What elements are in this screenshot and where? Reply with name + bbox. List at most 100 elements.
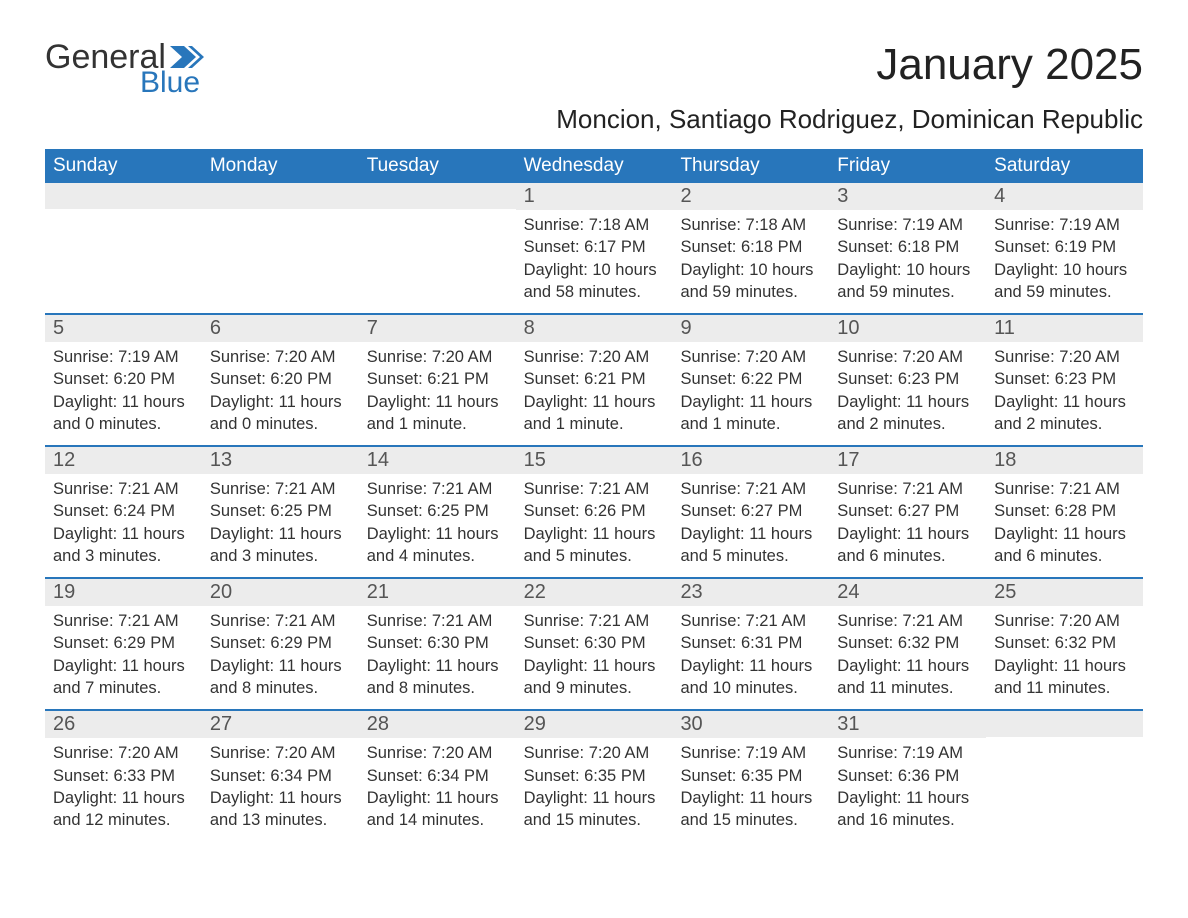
sunrise-text: Sunrise: 7:20 AM (524, 742, 665, 764)
day-number: 25 (986, 579, 1143, 606)
week-row: 19Sunrise: 7:21 AMSunset: 6:29 PMDayligh… (45, 577, 1143, 709)
day-cell: 4Sunrise: 7:19 AMSunset: 6:19 PMDaylight… (986, 183, 1143, 313)
sunset-text: Sunset: 6:27 PM (680, 500, 821, 522)
day-number: 12 (45, 447, 202, 474)
sunrise-text: Sunrise: 7:20 AM (210, 742, 351, 764)
sunset-text: Sunset: 6:29 PM (53, 632, 194, 654)
sunset-text: Sunset: 6:33 PM (53, 765, 194, 787)
sunset-text: Sunset: 6:25 PM (367, 500, 508, 522)
sunset-text: Sunset: 6:22 PM (680, 368, 821, 390)
day-cell: 31Sunrise: 7:19 AMSunset: 6:36 PMDayligh… (829, 711, 986, 841)
day-body: Sunrise: 7:20 AMSunset: 6:20 PMDaylight:… (202, 342, 359, 445)
day-body: Sunrise: 7:21 AMSunset: 6:30 PMDaylight:… (359, 606, 516, 709)
daylight-text: Daylight: 11 hours and 4 minutes. (367, 523, 508, 568)
weeks-container: 1Sunrise: 7:18 AMSunset: 6:17 PMDaylight… (45, 183, 1143, 841)
day-body: Sunrise: 7:19 AMSunset: 6:19 PMDaylight:… (986, 210, 1143, 313)
sunrise-text: Sunrise: 7:20 AM (210, 346, 351, 368)
day-number: 5 (45, 315, 202, 342)
day-cell: 17Sunrise: 7:21 AMSunset: 6:27 PMDayligh… (829, 447, 986, 577)
day-number: 24 (829, 579, 986, 606)
daylight-text: Daylight: 11 hours and 14 minutes. (367, 787, 508, 832)
logo-text-blue: Blue (140, 68, 204, 98)
day-body: Sunrise: 7:20 AMSunset: 6:32 PMDaylight:… (986, 606, 1143, 709)
sunrise-text: Sunrise: 7:19 AM (680, 742, 821, 764)
daylight-text: Daylight: 11 hours and 0 minutes. (53, 391, 194, 436)
day-number: 31 (829, 711, 986, 738)
sunrise-text: Sunrise: 7:21 AM (680, 478, 821, 500)
day-cell: 5Sunrise: 7:19 AMSunset: 6:20 PMDaylight… (45, 315, 202, 445)
sunrise-text: Sunrise: 7:19 AM (837, 742, 978, 764)
day-body: Sunrise: 7:21 AMSunset: 6:28 PMDaylight:… (986, 474, 1143, 577)
day-number: 13 (202, 447, 359, 474)
day-body: Sunrise: 7:20 AMSunset: 6:23 PMDaylight:… (829, 342, 986, 445)
day-number: 17 (829, 447, 986, 474)
daylight-text: Daylight: 10 hours and 58 minutes. (524, 259, 665, 304)
day-cell (45, 183, 202, 313)
sunrise-text: Sunrise: 7:21 AM (680, 610, 821, 632)
daylight-text: Daylight: 11 hours and 15 minutes. (680, 787, 821, 832)
dow-cell: Sunday (45, 149, 202, 183)
sunrise-text: Sunrise: 7:21 AM (210, 610, 351, 632)
sunrise-text: Sunrise: 7:21 AM (53, 478, 194, 500)
day-body: Sunrise: 7:21 AMSunset: 6:27 PMDaylight:… (672, 474, 829, 577)
day-number: 4 (986, 183, 1143, 210)
day-cell: 9Sunrise: 7:20 AMSunset: 6:22 PMDaylight… (672, 315, 829, 445)
sunset-text: Sunset: 6:18 PM (680, 236, 821, 258)
day-body: Sunrise: 7:20 AMSunset: 6:23 PMDaylight:… (986, 342, 1143, 445)
day-number: 30 (672, 711, 829, 738)
daylight-text: Daylight: 10 hours and 59 minutes. (994, 259, 1135, 304)
sunrise-text: Sunrise: 7:20 AM (367, 346, 508, 368)
day-cell (986, 711, 1143, 841)
sunrise-text: Sunrise: 7:21 AM (367, 478, 508, 500)
day-number (45, 183, 202, 209)
daylight-text: Daylight: 11 hours and 6 minutes. (837, 523, 978, 568)
daylight-text: Daylight: 11 hours and 12 minutes. (53, 787, 194, 832)
day-body: Sunrise: 7:21 AMSunset: 6:25 PMDaylight:… (359, 474, 516, 577)
sunrise-text: Sunrise: 7:21 AM (524, 610, 665, 632)
daylight-text: Daylight: 11 hours and 8 minutes. (210, 655, 351, 700)
day-cell: 12Sunrise: 7:21 AMSunset: 6:24 PMDayligh… (45, 447, 202, 577)
day-cell (359, 183, 516, 313)
day-body: Sunrise: 7:19 AMSunset: 6:36 PMDaylight:… (829, 738, 986, 841)
day-cell: 6Sunrise: 7:20 AMSunset: 6:20 PMDaylight… (202, 315, 359, 445)
daylight-text: Daylight: 11 hours and 9 minutes. (524, 655, 665, 700)
day-body: Sunrise: 7:21 AMSunset: 6:26 PMDaylight:… (516, 474, 673, 577)
sunrise-text: Sunrise: 7:18 AM (680, 214, 821, 236)
daylight-text: Daylight: 11 hours and 1 minute. (680, 391, 821, 436)
daylight-text: Daylight: 11 hours and 8 minutes. (367, 655, 508, 700)
dow-cell: Saturday (986, 149, 1143, 183)
day-body: Sunrise: 7:21 AMSunset: 6:32 PMDaylight:… (829, 606, 986, 709)
dow-cell: Friday (829, 149, 986, 183)
sunrise-text: Sunrise: 7:21 AM (524, 478, 665, 500)
day-body: Sunrise: 7:18 AMSunset: 6:18 PMDaylight:… (672, 210, 829, 313)
day-of-week-header: SundayMondayTuesdayWednesdayThursdayFrid… (45, 149, 1143, 183)
day-cell: 16Sunrise: 7:21 AMSunset: 6:27 PMDayligh… (672, 447, 829, 577)
sunset-text: Sunset: 6:21 PM (367, 368, 508, 390)
day-cell: 23Sunrise: 7:21 AMSunset: 6:31 PMDayligh… (672, 579, 829, 709)
daylight-text: Daylight: 11 hours and 6 minutes. (994, 523, 1135, 568)
sunset-text: Sunset: 6:32 PM (994, 632, 1135, 654)
day-number: 6 (202, 315, 359, 342)
day-cell: 29Sunrise: 7:20 AMSunset: 6:35 PMDayligh… (516, 711, 673, 841)
day-cell: 15Sunrise: 7:21 AMSunset: 6:26 PMDayligh… (516, 447, 673, 577)
day-cell: 1Sunrise: 7:18 AMSunset: 6:17 PMDaylight… (516, 183, 673, 313)
logo: General Blue (45, 40, 204, 98)
daylight-text: Daylight: 11 hours and 15 minutes. (524, 787, 665, 832)
day-body: Sunrise: 7:19 AMSunset: 6:18 PMDaylight:… (829, 210, 986, 313)
sunset-text: Sunset: 6:31 PM (680, 632, 821, 654)
day-number: 23 (672, 579, 829, 606)
day-cell: 30 Sunrise: 7:19 AMSunset: 6:35 PMDayligh… (672, 711, 829, 841)
sunset-text: Sunset: 6:35 PM (680, 765, 821, 787)
daylight-text: Daylight: 11 hours and 2 minutes. (994, 391, 1135, 436)
day-body: Sunrise: 7:20 AMSunset: 6:34 PMDaylight:… (359, 738, 516, 841)
day-number: 7 (359, 315, 516, 342)
sunset-text: Sunset: 6:24 PM (53, 500, 194, 522)
day-number: 18 (986, 447, 1143, 474)
day-body: Sunrise: 7:21 AMSunset: 6:30 PMDaylight:… (516, 606, 673, 709)
day-body: Sunrise: 7:21 AMSunset: 6:27 PMDaylight:… (829, 474, 986, 577)
day-cell: 14Sunrise: 7:21 AMSunset: 6:25 PMDayligh… (359, 447, 516, 577)
sunset-text: Sunset: 6:27 PM (837, 500, 978, 522)
sunset-text: Sunset: 6:26 PM (524, 500, 665, 522)
daylight-text: Daylight: 11 hours and 13 minutes. (210, 787, 351, 832)
day-cell: 10Sunrise: 7:20 AMSunset: 6:23 PMDayligh… (829, 315, 986, 445)
